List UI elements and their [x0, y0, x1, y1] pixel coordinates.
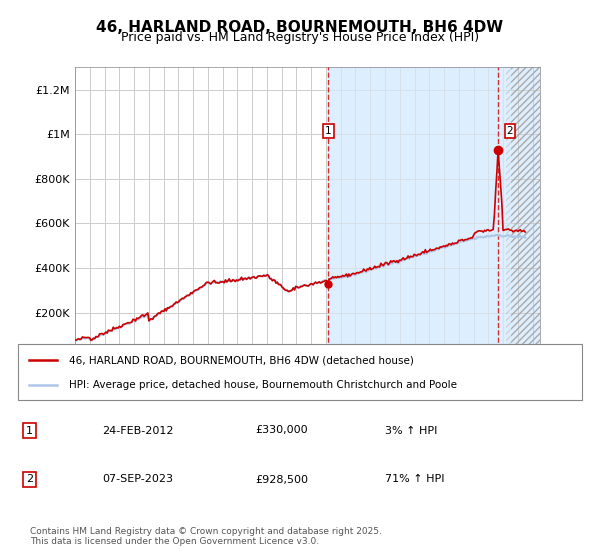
Text: 46, HARLAND ROAD, BOURNEMOUTH, BH6 4DW (detached house): 46, HARLAND ROAD, BOURNEMOUTH, BH6 4DW (…	[69, 355, 413, 365]
Bar	[328, 67, 511, 357]
Text: Contains HM Land Registry data © Crown copyright and database right 2025.
This d: Contains HM Land Registry data © Crown c…	[30, 526, 382, 546]
Text: 2: 2	[26, 474, 33, 484]
Text: 1: 1	[26, 426, 33, 436]
Text: 1: 1	[325, 126, 331, 136]
Text: 07-SEP-2023: 07-SEP-2023	[103, 474, 173, 484]
Text: 2: 2	[507, 126, 514, 136]
Text: £928,500: £928,500	[255, 474, 308, 484]
Bar	[328, 67, 540, 357]
Text: 46, HARLAND ROAD, BOURNEMOUTH, BH6 4DW: 46, HARLAND ROAD, BOURNEMOUTH, BH6 4DW	[97, 20, 503, 35]
FancyBboxPatch shape	[18, 344, 582, 400]
Text: £330,000: £330,000	[255, 426, 308, 436]
Text: 71% ↑ HPI: 71% ↑ HPI	[385, 474, 444, 484]
Bar	[511, 67, 540, 357]
Text: HPI: Average price, detached house, Bournemouth Christchurch and Poole: HPI: Average price, detached house, Bour…	[69, 380, 457, 390]
Text: 3% ↑ HPI: 3% ↑ HPI	[385, 426, 437, 436]
Text: 24-FEB-2012: 24-FEB-2012	[103, 426, 174, 436]
Text: Price paid vs. HM Land Registry's House Price Index (HPI): Price paid vs. HM Land Registry's House …	[121, 31, 479, 44]
